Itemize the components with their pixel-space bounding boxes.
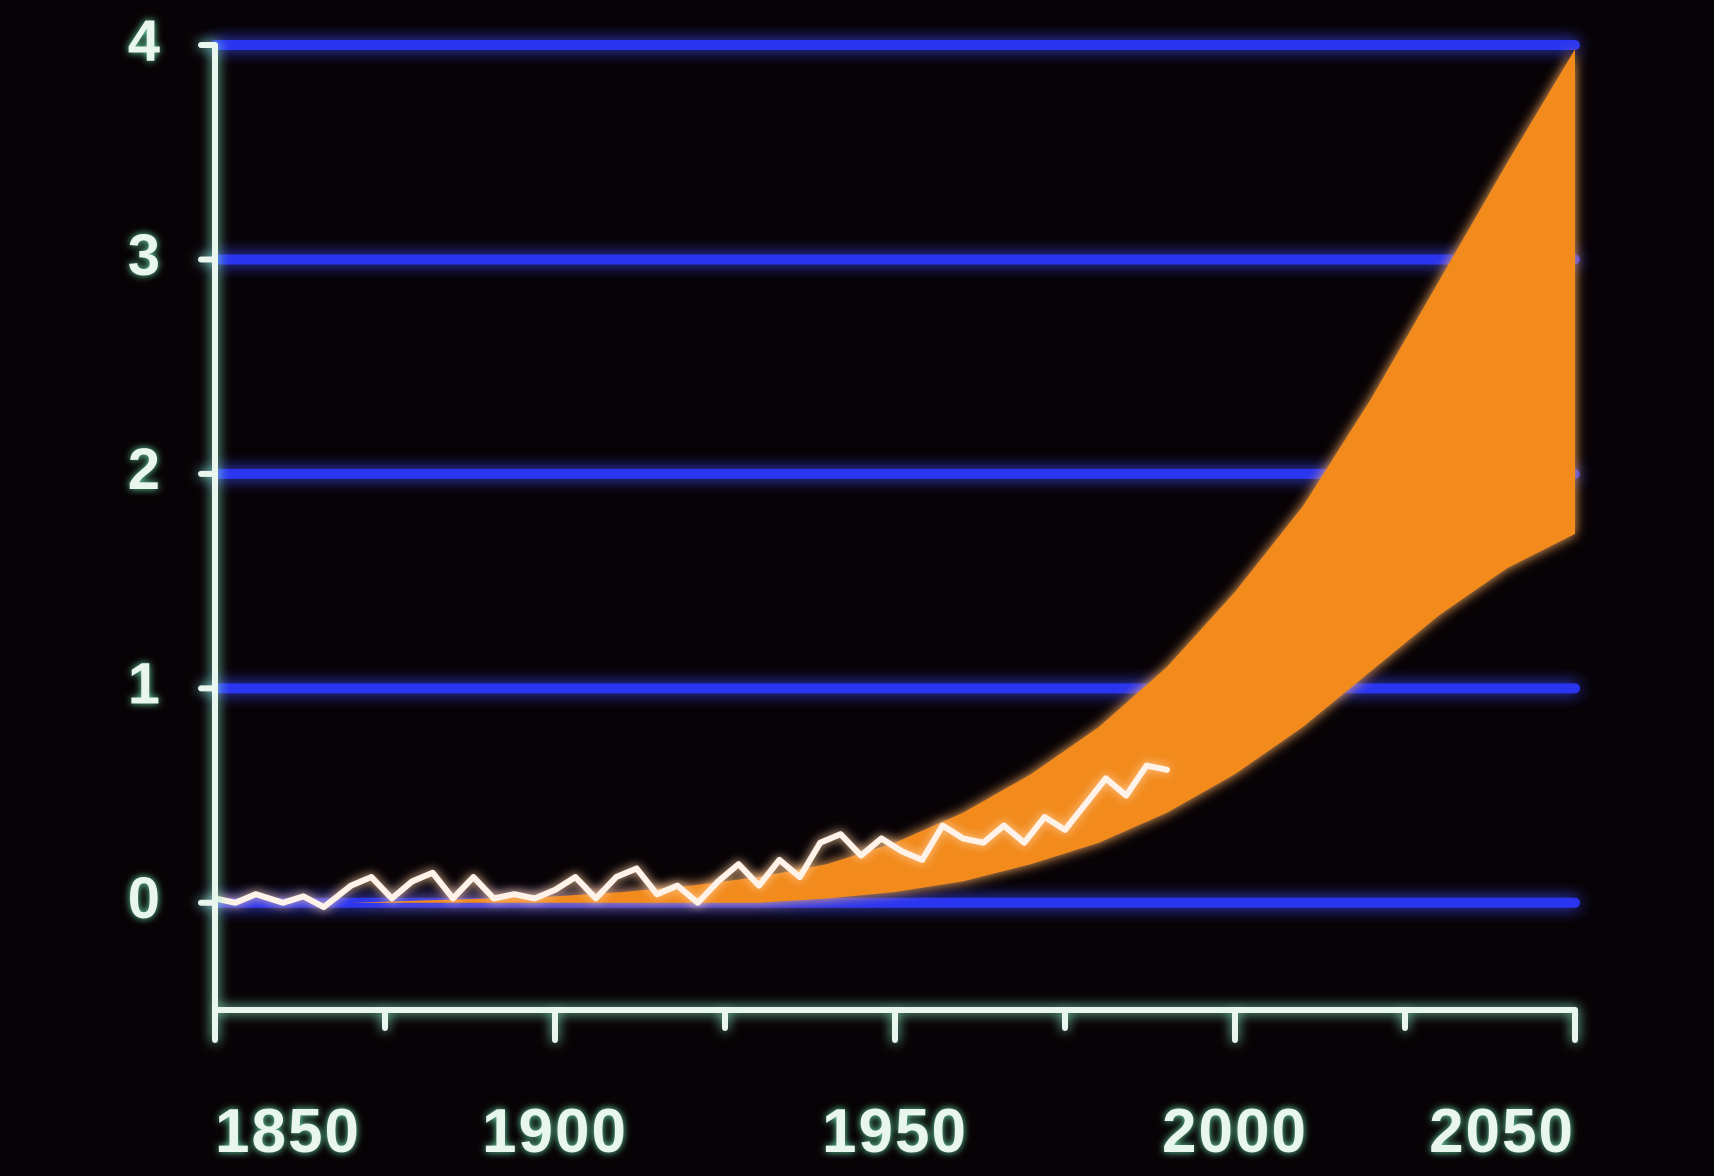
x-tick-label: 1900 xyxy=(482,1097,628,1166)
x-tick-label: 2000 xyxy=(1162,1097,1308,1166)
y-tick-label: 4 xyxy=(128,8,160,73)
y-tick-label: 2 xyxy=(128,437,160,502)
chart-svg: 0 1 2 3 4 1850 1900 1950 2000 2050 xyxy=(0,0,1714,1176)
y-tick-label: 3 xyxy=(128,223,160,288)
projection-chart: 0 1 2 3 4 1850 1900 1950 2000 2050 xyxy=(0,0,1714,1176)
x-tick-label: 1850 xyxy=(215,1097,361,1166)
y-tick-label: 1 xyxy=(128,652,160,717)
x-tick-label: 1950 xyxy=(822,1097,968,1166)
x-tick-label: 2050 xyxy=(1429,1097,1575,1166)
y-tick-label: 0 xyxy=(128,866,160,931)
